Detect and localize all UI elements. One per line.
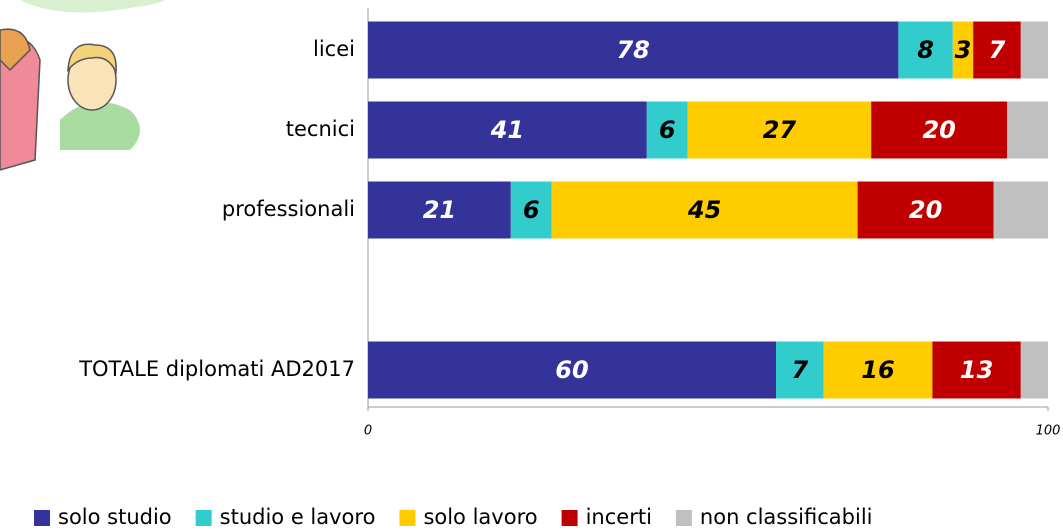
bar-segment (1021, 342, 1048, 399)
value-label: 60 (555, 356, 588, 384)
value-label: 8 (917, 36, 934, 64)
legend-label: solo lavoro (423, 505, 537, 529)
value-label: 78 (616, 36, 649, 64)
value-label: 27 (763, 116, 797, 144)
value-label: 7 (791, 356, 808, 384)
legend-label: non classificabili (700, 505, 873, 529)
value-label: 3 (955, 36, 972, 64)
illustration (0, 0, 165, 170)
category-label: licei (313, 37, 355, 61)
x-tick-label: 100 (1036, 424, 1061, 439)
chart: 0100licei78837tecnici4162720professional… (0, 0, 1063, 531)
value-label: 13 (960, 356, 993, 384)
legend-swatch (562, 510, 578, 526)
value-label: 6 (523, 196, 540, 224)
legend-swatch (399, 510, 415, 526)
value-label: 16 (861, 356, 894, 384)
value-label: 7 (989, 36, 1006, 64)
legend-label: studio e lavoro (220, 505, 376, 529)
value-label: 21 (423, 196, 456, 224)
value-label: 45 (687, 196, 721, 224)
legend-swatch (196, 510, 212, 526)
value-label: 20 (922, 116, 955, 144)
bar-segment (994, 182, 1048, 239)
category-label: TOTALE diplomati AD2017 (78, 357, 355, 381)
value-label: 41 (490, 116, 524, 144)
bar-segment (1021, 22, 1048, 79)
legend-swatch (34, 510, 50, 526)
legend-label: incerti (586, 505, 652, 529)
value-label: 20 (909, 196, 942, 224)
bar-segment (1007, 102, 1048, 159)
category-label: professionali (222, 197, 355, 221)
legend-swatch (676, 510, 692, 526)
x-tick-label: 0 (364, 424, 372, 439)
legend-label: solo studio (58, 505, 172, 529)
value-label: 6 (659, 116, 676, 144)
category-label: tecnici (286, 117, 355, 141)
